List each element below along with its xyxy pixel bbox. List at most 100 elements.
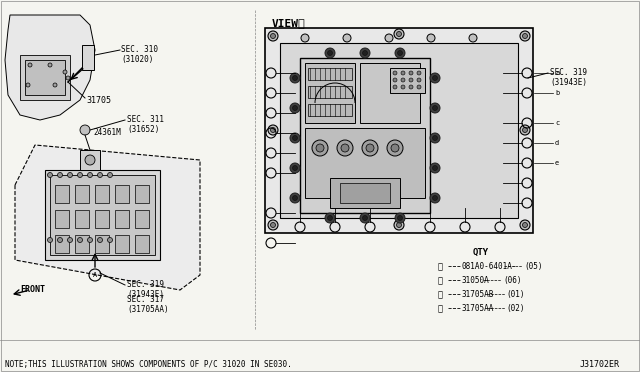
Circle shape (409, 78, 413, 82)
Text: 31705: 31705 (86, 96, 111, 105)
Circle shape (362, 215, 367, 221)
Circle shape (341, 144, 349, 152)
Text: SEC. 311
(31652): SEC. 311 (31652) (127, 115, 164, 134)
Text: a: a (555, 70, 559, 76)
Text: SEC. 310
(31020): SEC. 310 (31020) (121, 45, 158, 64)
Text: (02): (02) (506, 304, 525, 313)
Bar (135, 185, 149, 203)
Circle shape (393, 71, 397, 75)
Circle shape (395, 48, 405, 58)
Circle shape (397, 32, 401, 36)
Circle shape (391, 144, 399, 152)
Circle shape (409, 71, 413, 75)
Text: SEC. 319
(31943E): SEC. 319 (31943E) (550, 68, 587, 87)
Circle shape (292, 135, 298, 141)
Circle shape (393, 85, 397, 89)
Bar (80, 150, 100, 170)
Bar (95, 235, 109, 253)
Bar (55, 185, 69, 203)
Bar (75, 235, 89, 253)
Text: FRONT: FRONT (20, 285, 45, 294)
Text: 081A0-6401A-: 081A0-6401A- (462, 262, 518, 271)
Circle shape (433, 76, 438, 80)
Circle shape (362, 140, 378, 156)
Circle shape (394, 220, 404, 230)
Circle shape (387, 140, 403, 156)
Circle shape (290, 133, 300, 143)
Circle shape (85, 155, 95, 165)
Circle shape (268, 220, 278, 230)
Text: (05): (05) (524, 262, 543, 271)
Circle shape (325, 213, 335, 223)
Circle shape (53, 83, 57, 87)
Circle shape (401, 78, 405, 82)
Circle shape (520, 220, 530, 230)
Text: Ⓑ: Ⓑ (438, 262, 443, 271)
Circle shape (430, 193, 440, 203)
Circle shape (290, 73, 300, 83)
Text: e: e (555, 160, 559, 166)
Circle shape (433, 166, 438, 170)
Circle shape (28, 63, 32, 67)
Circle shape (47, 237, 52, 243)
Text: A: A (93, 272, 97, 278)
Circle shape (67, 173, 72, 177)
Circle shape (292, 106, 298, 110)
Circle shape (301, 34, 309, 42)
Circle shape (433, 135, 438, 141)
Circle shape (366, 144, 374, 152)
Circle shape (108, 237, 113, 243)
Bar (305, 128, 425, 198)
Text: VIEWⒶ: VIEWⒶ (272, 18, 306, 28)
Circle shape (271, 222, 275, 228)
Circle shape (522, 33, 527, 38)
Text: J31702ER: J31702ER (580, 360, 620, 369)
Circle shape (433, 106, 438, 110)
Bar (308, 104, 352, 116)
Circle shape (77, 237, 83, 243)
Circle shape (290, 163, 300, 173)
Bar (25, 60, 65, 95)
Bar (305, 63, 355, 123)
Circle shape (520, 125, 530, 135)
Polygon shape (15, 145, 200, 290)
Circle shape (292, 76, 298, 80)
Circle shape (430, 163, 440, 173)
Text: b: b (555, 90, 559, 96)
Circle shape (469, 34, 477, 42)
Bar (45, 170, 160, 260)
Circle shape (401, 71, 405, 75)
Text: 31050A: 31050A (462, 276, 490, 285)
Circle shape (316, 144, 324, 152)
Circle shape (343, 34, 351, 42)
Text: ⓠ: ⓠ (438, 304, 443, 313)
Circle shape (268, 31, 278, 41)
Circle shape (397, 215, 403, 221)
Bar (95, 210, 109, 228)
Circle shape (26, 83, 30, 87)
Text: (01): (01) (506, 290, 525, 299)
Bar (308, 68, 352, 80)
Text: Ⓒ: Ⓒ (438, 276, 443, 285)
Circle shape (292, 166, 298, 170)
Circle shape (268, 125, 278, 135)
Circle shape (360, 48, 370, 58)
Bar (390, 68, 425, 93)
Circle shape (397, 222, 401, 228)
Circle shape (47, 173, 52, 177)
Bar (135, 235, 149, 253)
Circle shape (430, 73, 440, 83)
Circle shape (417, 78, 421, 82)
Bar (115, 185, 129, 203)
Text: c: c (555, 120, 559, 126)
Circle shape (409, 85, 413, 89)
Circle shape (385, 34, 393, 42)
Circle shape (433, 196, 438, 201)
Text: Ⓐ: Ⓐ (438, 290, 443, 299)
Text: 24361M: 24361M (93, 128, 121, 137)
Text: SEC. 317
(31705AA): SEC. 317 (31705AA) (127, 295, 168, 314)
Bar (280, 43, 518, 218)
Circle shape (66, 76, 70, 80)
Circle shape (290, 103, 300, 113)
Circle shape (271, 128, 275, 132)
